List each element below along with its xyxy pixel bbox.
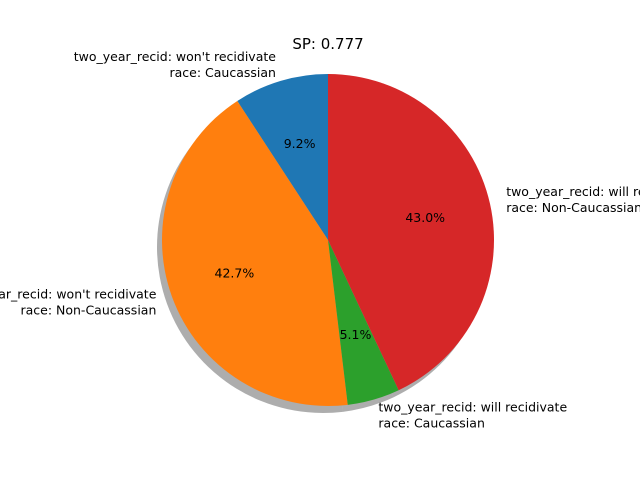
pie-percent-label: 5.1%	[340, 327, 372, 342]
pie-slice	[328, 240, 399, 405]
pie-slice-layer	[162, 74, 494, 407]
pie-percent-label: 9.2%	[284, 136, 316, 151]
pie-slice-label: two_year_recid: won't recidivate race: Ca…	[74, 49, 277, 80]
pie-percent-label: 42.7%	[215, 266, 255, 281]
pie-slice-label-line: two_year_recid: won't recidivate	[74, 49, 277, 64]
pie-slice-label-line: race: Caucassian	[378, 416, 484, 431]
pie-percent-label: 43.0%	[405, 210, 445, 225]
pie-slice-label-line: race: Non-Caucassian	[20, 302, 156, 317]
pie-slice-label: two_year_recid: will recidivate race: Cau…	[378, 400, 567, 431]
chart-title: SP: 0.777	[292, 35, 363, 53]
pie-slice-label-line: two_year_recid: will recidivate	[506, 184, 640, 199]
pie-slice-label-line: race: Non-Caucassian	[506, 200, 640, 215]
pie-slice	[237, 74, 328, 240]
pie-slice-label-layer: two_year_recid: won't recidivate race: Ca…	[0, 49, 640, 431]
pie-slice	[328, 74, 494, 391]
pie-slice-label-line: two_year_recid: will recidivate	[378, 400, 567, 415]
pie-slice	[162, 100, 348, 407]
pie-slice-label-line: race: Caucassian	[169, 65, 275, 80]
pie-slice-label-line: two_year_recid: won't recidivate	[0, 286, 157, 301]
pie-percent-label-layer: 9.2% 42.7% 5.1% 43.0%	[215, 136, 446, 342]
